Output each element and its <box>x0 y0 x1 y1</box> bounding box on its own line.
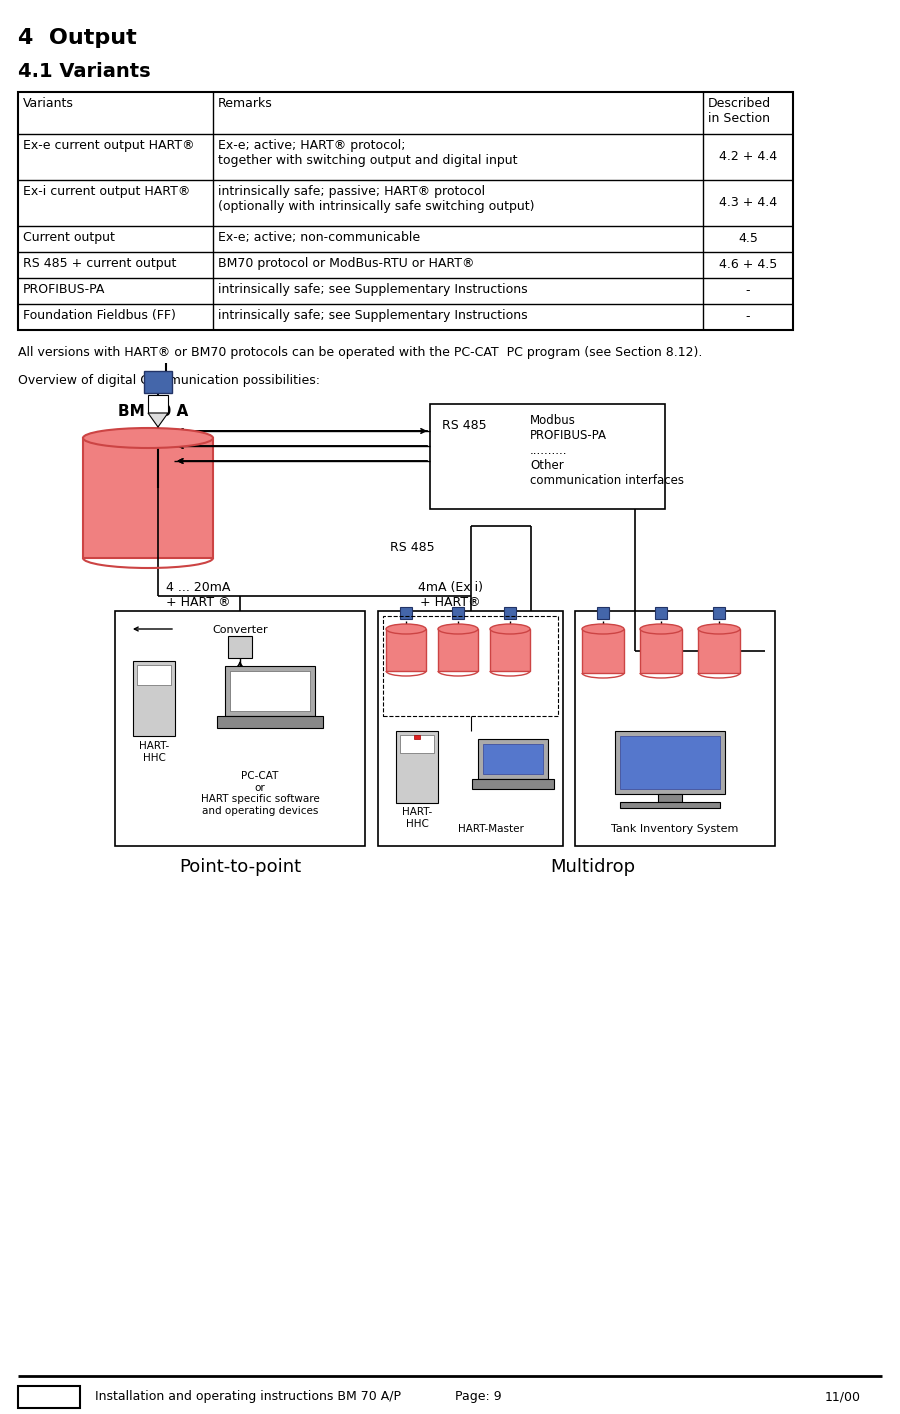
Text: HART-Master: HART-Master <box>457 824 524 834</box>
Text: BM 70 A: BM 70 A <box>118 404 188 419</box>
Text: Described
in Section: Described in Section <box>708 98 771 124</box>
Ellipse shape <box>83 428 213 448</box>
Bar <box>83 438 213 559</box>
Bar <box>430 404 665 509</box>
Text: intrinsically safe; passive; HART® protocol
(optionally with intrinsically safe : intrinsically safe; passive; HART® proto… <box>218 185 535 214</box>
Text: 4mA (Ex i)
+ HART®: 4mA (Ex i) + HART® <box>418 581 482 609</box>
Text: KROHNE: KROHNE <box>24 1390 74 1400</box>
Ellipse shape <box>582 624 624 633</box>
Bar <box>414 735 420 740</box>
Bar <box>620 737 720 789</box>
Bar <box>597 607 609 619</box>
Text: -: - <box>746 311 751 324</box>
Text: 4  Output: 4 Output <box>18 28 137 48</box>
Bar <box>615 731 725 795</box>
Bar <box>400 607 412 619</box>
Text: Foundation Fieldbus (FF): Foundation Fieldbus (FF) <box>23 310 176 322</box>
Ellipse shape <box>640 624 682 633</box>
Ellipse shape <box>438 624 478 633</box>
Bar <box>698 629 740 673</box>
Text: Current output: Current output <box>23 230 115 245</box>
Bar <box>217 715 323 728</box>
Text: HART-
HHC: HART- HHC <box>402 807 432 829</box>
Text: Ex-e; active; HART® protocol;
together with switching output and digital input: Ex-e; active; HART® protocol; together w… <box>218 139 518 167</box>
Text: Multidrop: Multidrop <box>551 858 635 877</box>
Text: Variants: Variants <box>23 98 74 110</box>
Bar <box>18 1386 80 1408</box>
Bar <box>378 611 563 846</box>
Text: Page: 9: Page: 9 <box>455 1390 501 1403</box>
Text: RS 485: RS 485 <box>442 419 487 433</box>
Text: HART-
HHC: HART- HHC <box>139 741 169 762</box>
Bar <box>148 395 168 413</box>
Bar <box>386 629 426 672</box>
Text: 11/00: 11/00 <box>825 1390 861 1403</box>
Bar <box>383 617 558 715</box>
Bar <box>137 665 171 684</box>
Ellipse shape <box>490 624 530 633</box>
Bar <box>400 735 434 754</box>
Text: RS 485: RS 485 <box>390 542 435 554</box>
Bar <box>18 92 793 329</box>
Text: RS 485 + current output: RS 485 + current output <box>23 257 176 270</box>
Text: -: - <box>746 284 751 297</box>
Text: Converter: Converter <box>212 625 268 635</box>
Text: 4.6 + 4.5: 4.6 + 4.5 <box>719 259 777 271</box>
Bar <box>582 629 624 673</box>
Text: Overview of digital Communication possibilities:: Overview of digital Communication possib… <box>18 373 320 387</box>
Bar <box>713 607 725 619</box>
Text: Tank Inventory System: Tank Inventory System <box>611 824 739 834</box>
Text: Remarks: Remarks <box>218 98 273 110</box>
Bar <box>228 636 252 658</box>
Text: intrinsically safe; see Supplementary Instructions: intrinsically safe; see Supplementary In… <box>218 310 527 322</box>
Bar <box>452 607 464 619</box>
Text: PC-CAT
or
HART specific software
and operating devices: PC-CAT or HART specific software and ope… <box>201 771 320 816</box>
Bar <box>396 731 438 803</box>
Text: 4 ... 20mA
+ HART ®: 4 ... 20mA + HART ® <box>166 581 230 609</box>
Bar <box>472 779 554 789</box>
Text: Ex-e; active; non-communicable: Ex-e; active; non-communicable <box>218 230 420 245</box>
Text: Ex-i current output HART®: Ex-i current output HART® <box>23 185 191 198</box>
Bar <box>478 740 548 779</box>
Text: intrinsically safe; see Supplementary Instructions: intrinsically safe; see Supplementary In… <box>218 283 527 296</box>
Text: Point-to-point: Point-to-point <box>179 858 302 877</box>
Text: 4.1 Variants: 4.1 Variants <box>18 62 150 81</box>
Bar <box>658 795 682 802</box>
Text: 4.3 + 4.4: 4.3 + 4.4 <box>719 197 777 209</box>
Ellipse shape <box>386 624 426 633</box>
Bar <box>655 607 667 619</box>
Bar <box>230 672 310 711</box>
Bar <box>504 607 516 619</box>
Text: PROFIBUS-PA: PROFIBUS-PA <box>23 283 105 296</box>
Ellipse shape <box>698 624 740 633</box>
Bar <box>438 629 478 672</box>
Bar <box>483 744 543 773</box>
Text: 4.5: 4.5 <box>738 232 758 246</box>
Bar <box>620 802 720 807</box>
Text: Installation and operating instructions BM 70 A/P: Installation and operating instructions … <box>95 1390 401 1403</box>
Text: Ex-e current output HART®: Ex-e current output HART® <box>23 139 194 151</box>
Polygon shape <box>148 413 168 427</box>
Bar <box>640 629 682 673</box>
Bar <box>133 660 175 737</box>
Text: BM70 protocol or ModBus-RTU or HART®: BM70 protocol or ModBus-RTU or HART® <box>218 257 474 270</box>
Bar <box>144 370 172 393</box>
Bar <box>225 666 315 715</box>
Text: All versions with HART® or BM70 protocols can be operated with the PC-CAT  PC pr: All versions with HART® or BM70 protocol… <box>18 346 702 359</box>
Bar <box>490 629 530 672</box>
Text: Modbus
PROFIBUS-PA
..........
Other
communication interfaces: Modbus PROFIBUS-PA .......... Other comm… <box>530 414 684 486</box>
Text: 4.2 + 4.4: 4.2 + 4.4 <box>719 150 777 164</box>
Bar <box>575 611 775 846</box>
Bar <box>115 611 365 846</box>
